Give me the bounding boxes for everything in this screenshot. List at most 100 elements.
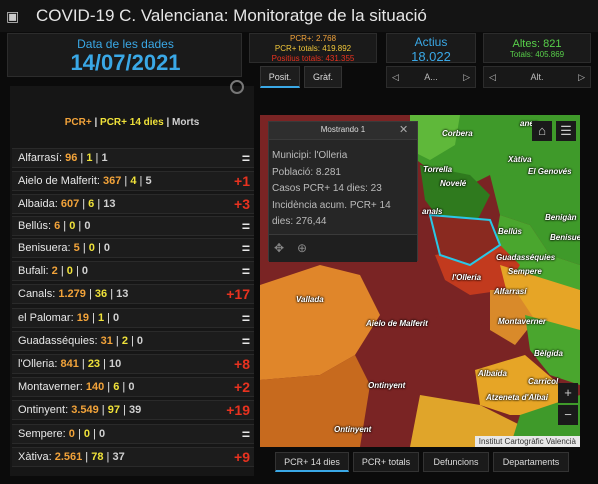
map-label: Albaida bbox=[478, 369, 507, 378]
popup-header: Mostrando 1 bbox=[269, 122, 417, 140]
morts-value: 0 bbox=[98, 428, 106, 440]
map-label: Xàtiva bbox=[508, 155, 532, 164]
map-label: l'Olleria bbox=[452, 273, 482, 282]
list-item[interactable]: Bellús: 6 | 0 | 0 = bbox=[12, 216, 254, 236]
date-value: 14/07/2021 bbox=[70, 50, 181, 75]
map-label: Montaverner bbox=[498, 317, 547, 326]
home-icon[interactable]: ⌂ bbox=[532, 121, 552, 141]
pager-current: A... bbox=[424, 72, 438, 82]
zoom-to-icon[interactable]: ⊕ bbox=[297, 241, 308, 255]
list-item[interactable]: Canals: 1.279 | 36 | 13 +17 bbox=[12, 284, 254, 304]
list-item[interactable]: Sempere: 0 | 0 | 0 = bbox=[12, 424, 254, 444]
prev-icon[interactable]: ◁ bbox=[489, 71, 496, 82]
map-label: Ontinyent bbox=[334, 425, 372, 434]
altes-total: Totals: 405.869 bbox=[509, 50, 565, 59]
tab-positius[interactable]: Posit. bbox=[260, 66, 300, 88]
map-label: Benisuera bbox=[550, 233, 580, 242]
map-label: Atzeneta d'Albai bbox=[486, 393, 548, 402]
map-canvas bbox=[260, 115, 580, 447]
pcr14-value: 1 bbox=[86, 152, 93, 164]
pcr-value: 3.549 bbox=[71, 404, 99, 416]
tab-pcr14[interactable]: PCR+ 14 dies bbox=[275, 452, 349, 472]
municipality-name: Ontinyent bbox=[18, 404, 66, 416]
pcr-summary-panel: PCR+: 2.768 PCR+ totals: 419.892 Positiu… bbox=[249, 33, 377, 63]
app-title: COVID-19 C. Valenciana: Monitoratge de l… bbox=[36, 6, 427, 25]
municipality-entry: Aielo de Malferit: 367 | 4 | 5 bbox=[18, 172, 152, 191]
morts-value: 0 bbox=[113, 312, 120, 324]
morts-value: 0 bbox=[136, 335, 144, 347]
list-item[interactable]: Bufali: 2 | 0 | 0 = bbox=[12, 261, 254, 281]
separator: | bbox=[136, 175, 146, 187]
date-label: Data de les dades bbox=[77, 37, 174, 51]
zoom-in-button[interactable]: + bbox=[558, 383, 578, 403]
delta-indicator: +9 bbox=[234, 449, 250, 465]
list-item[interactable]: Xàtiva: 2.561 | 78 | 37 +9 bbox=[12, 447, 254, 467]
list-item[interactable]: Albaida: 607 | 6 | 13 +3 bbox=[12, 194, 254, 214]
actius-panel: Actius 18.022 bbox=[386, 33, 476, 64]
morts-value: 0 bbox=[103, 242, 111, 254]
next-icon[interactable]: ▷ bbox=[463, 71, 470, 82]
pcr-value: 2.561 bbox=[54, 451, 83, 463]
municipality-entry: Sempere: 0 | 0 | 0 bbox=[18, 425, 105, 444]
close-icon[interactable]: ✕ bbox=[399, 124, 409, 136]
municipality-name: l'Olleria bbox=[18, 358, 55, 370]
separator: | bbox=[77, 152, 87, 164]
altes-panel: Altes: 821 Totals: 405.869 bbox=[483, 33, 591, 63]
delta-indicator: +8 bbox=[234, 356, 250, 372]
morts-value: 0 bbox=[128, 381, 135, 393]
list-item[interactable]: Alfarrasí: 96 | 1 | 1 = bbox=[12, 148, 254, 168]
tab-departaments[interactable]: Departaments bbox=[493, 452, 569, 472]
morts-value: 0 bbox=[84, 220, 91, 232]
list-item[interactable]: Montaverner: 140 | 6 | 0 +2 bbox=[12, 377, 254, 397]
delta-indicator: = bbox=[241, 218, 250, 234]
list-item[interactable]: Guadasséquies: 31 | 2 | 0 = bbox=[12, 331, 254, 351]
municipality-entry: el Palomar: 19 | 1 | 0 bbox=[18, 309, 119, 328]
delta-indicator: +2 bbox=[234, 379, 250, 395]
map-label: Bèlgida bbox=[534, 349, 563, 358]
map-label: Sempere bbox=[508, 267, 542, 276]
popup-body: Municipi: l'Olleria Població: 8.281 Caso… bbox=[272, 148, 418, 231]
legend-morts: Morts bbox=[172, 117, 200, 128]
list-item[interactable]: l'Olleria: 841 | 23 | 10 +8 bbox=[12, 354, 254, 374]
pcr14-value: 78 bbox=[91, 451, 104, 463]
separator: : bbox=[94, 335, 101, 347]
municipality-name: Montaverner bbox=[18, 381, 80, 393]
separator: | bbox=[74, 428, 84, 440]
pcr14-value: 1 bbox=[97, 312, 105, 324]
list-item[interactable]: Benisuera: 5 | 0 | 0 = bbox=[12, 238, 254, 258]
list-item[interactable]: Aielo de Malferit: 367 | 4 | 5 +1 bbox=[12, 171, 254, 191]
pcr-value: 0 bbox=[68, 428, 75, 440]
list-icon[interactable]: ☰ bbox=[556, 121, 576, 141]
zoom-out-button[interactable]: − bbox=[558, 405, 578, 425]
delta-indicator: +17 bbox=[226, 286, 250, 302]
popup-footer: ✥ ⊕ bbox=[269, 234, 417, 262]
separator: : bbox=[70, 312, 77, 324]
pcr14-value: 0 bbox=[69, 220, 76, 232]
map-label: Ontinyent bbox=[368, 381, 406, 390]
pcr-value: 19 bbox=[76, 312, 89, 324]
prev-icon[interactable]: ◁ bbox=[392, 71, 399, 82]
list-item[interactable]: el Palomar: 19 | 1 | 0 = bbox=[12, 308, 254, 328]
separator: : bbox=[67, 242, 74, 254]
municipality-entry: Bellús: 6 | 0 | 0 bbox=[18, 217, 90, 236]
pcr14-value: 97 bbox=[107, 404, 120, 416]
actius-pager: ◁ A... ▷ bbox=[386, 66, 476, 88]
separator: | bbox=[98, 404, 108, 416]
municipality-entry: Bufali: 2 | 0 | 0 bbox=[18, 262, 88, 281]
title-bar bbox=[0, 0, 598, 32]
list-item[interactable]: Ontinyent: 3.549 | 97 | 39 +19 bbox=[12, 400, 254, 420]
next-icon[interactable]: ▷ bbox=[578, 71, 585, 82]
morts-value: 37 bbox=[112, 451, 125, 463]
settings-icon[interactable] bbox=[230, 80, 244, 94]
tab-defuncions[interactable]: Defuncions bbox=[423, 452, 489, 472]
map-label: Carricol bbox=[528, 377, 559, 386]
map-label: Torrella bbox=[423, 165, 453, 174]
separator: | bbox=[92, 152, 102, 164]
pan-icon[interactable]: ✥ bbox=[274, 241, 285, 255]
municipality-name: Bellús bbox=[18, 220, 48, 232]
tab-grafic[interactable]: Gràf. bbox=[304, 66, 342, 88]
separator: | bbox=[103, 451, 113, 463]
tab-pcr-totals[interactable]: PCR+ totals bbox=[353, 452, 419, 472]
separator: | bbox=[57, 265, 67, 277]
separator: | bbox=[75, 220, 85, 232]
